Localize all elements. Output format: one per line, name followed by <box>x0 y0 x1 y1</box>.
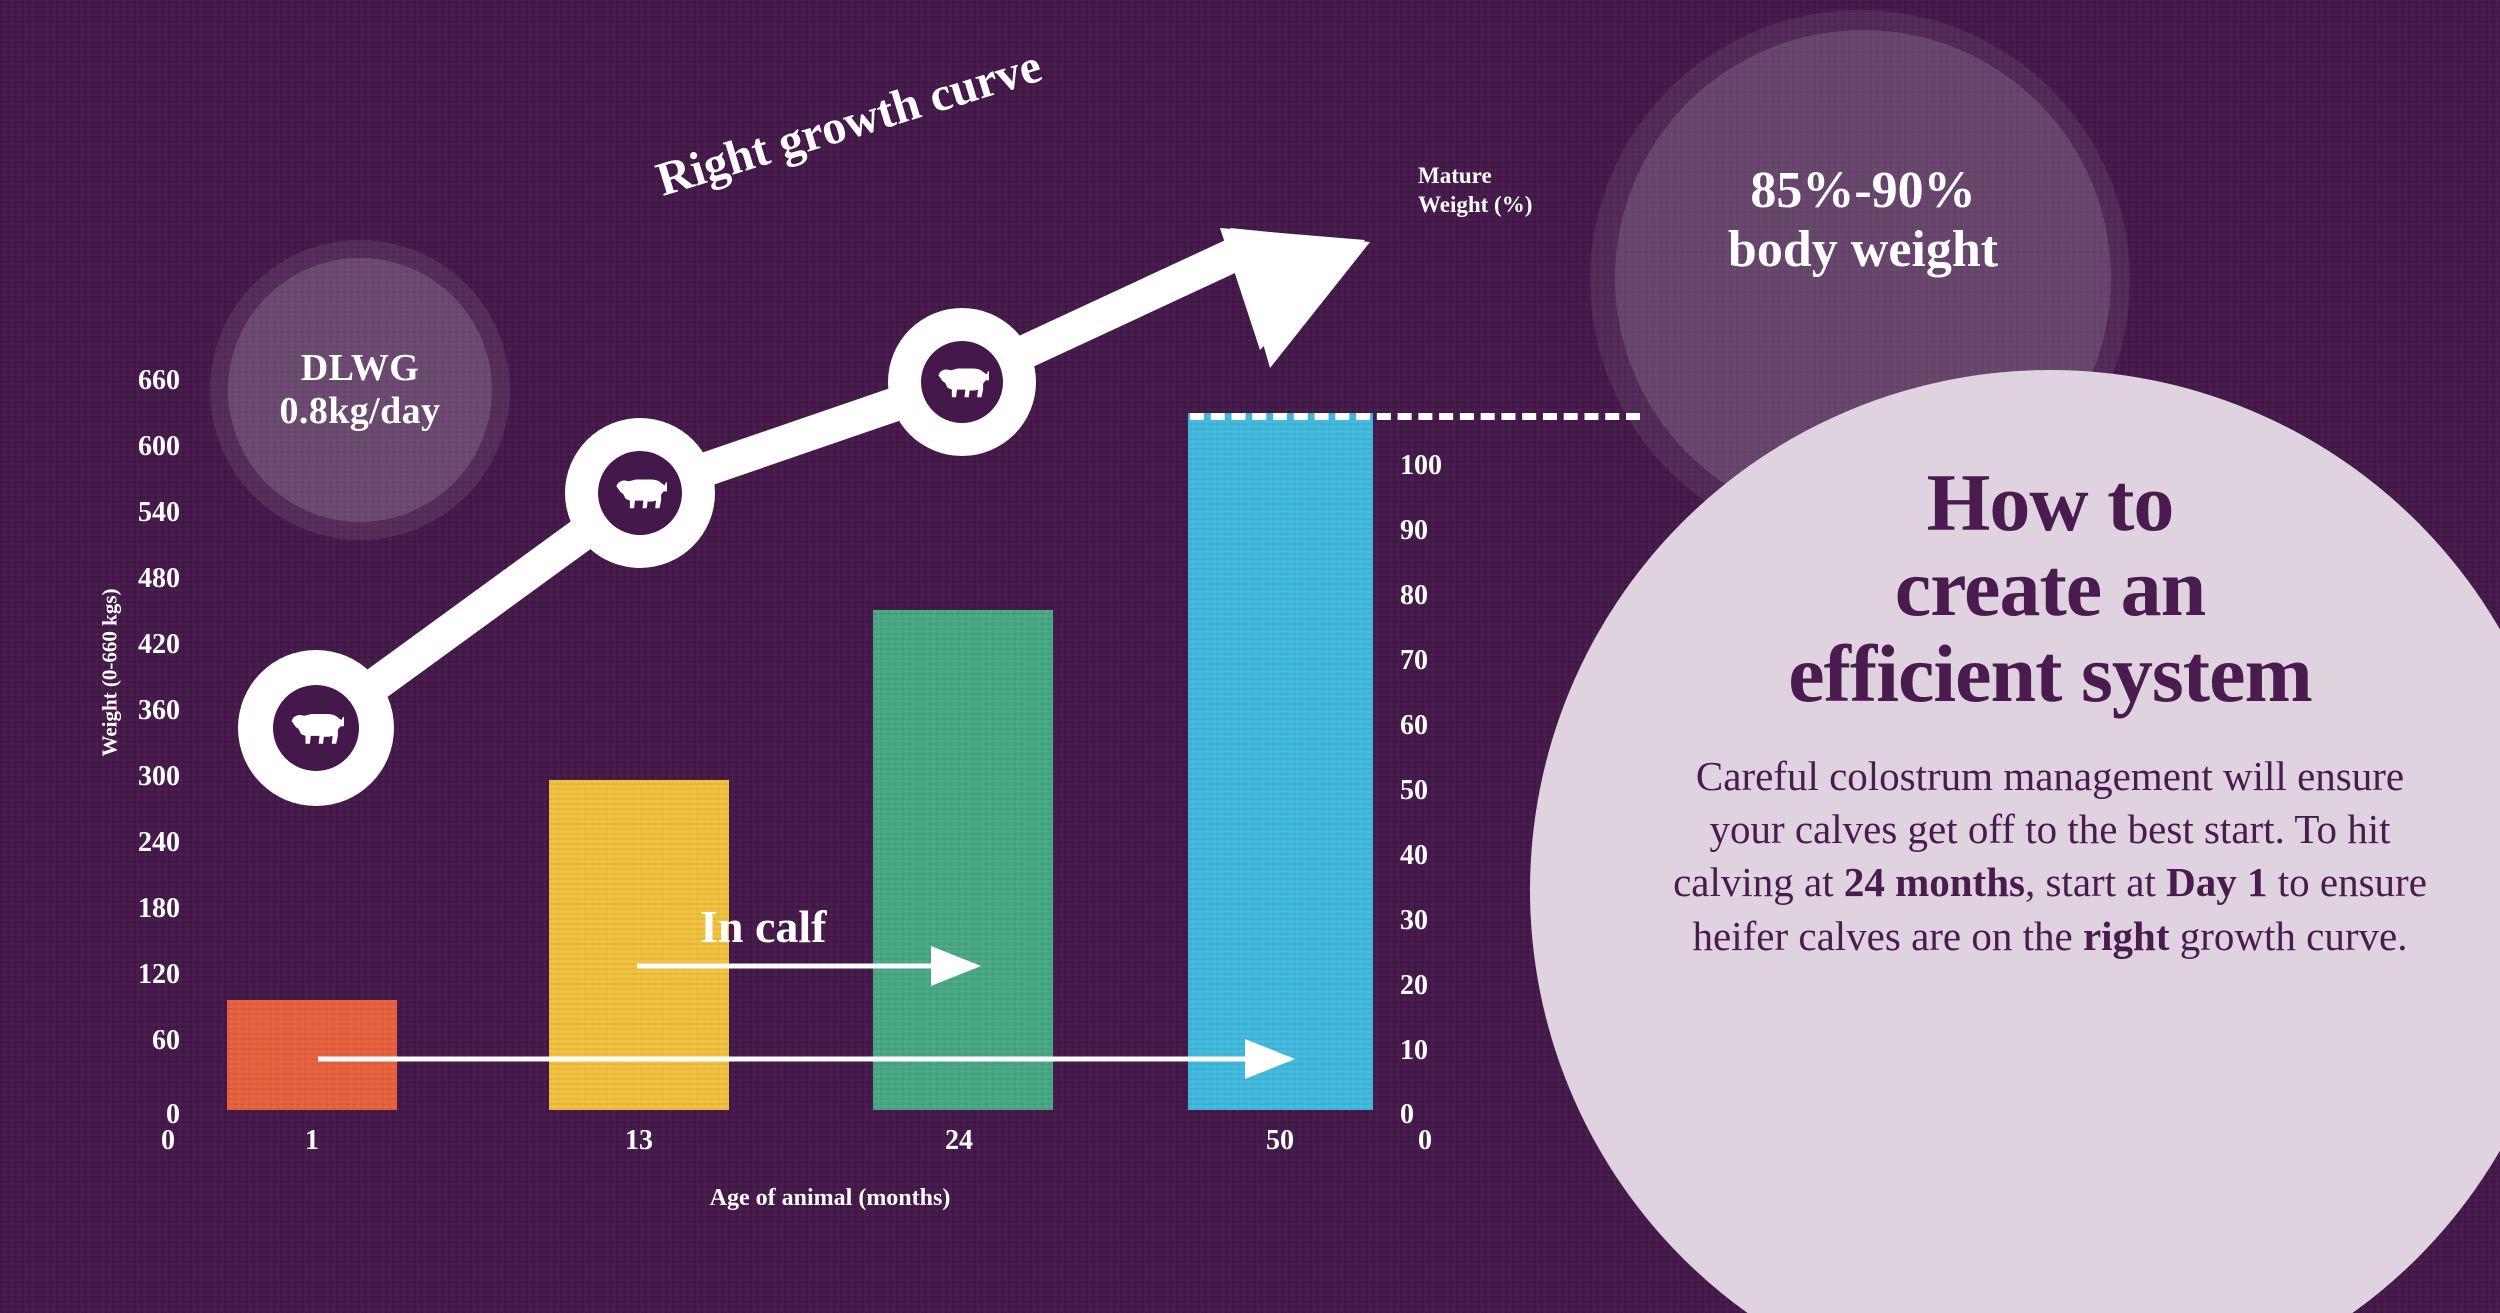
y-tick-right-10: 10 <box>1400 1035 1428 1066</box>
y-tick-left-120: 120 <box>138 959 180 990</box>
info-panel-title-line-2: create an <box>1894 542 2207 634</box>
y-tick-left-360: 360 <box>138 695 180 726</box>
reference-line-85pct <box>1190 413 1640 420</box>
bar-chart-plot-area <box>227 413 1373 1110</box>
y-tick-left-300: 300 <box>138 761 180 792</box>
info-panel: How to create an efficient system Carefu… <box>1530 370 2500 1313</box>
info-panel-title-line-3: efficient system <box>1788 627 2313 719</box>
body-text-mid-2: to ensure heifer calves are on the <box>1692 859 2427 959</box>
info-panel-title-line-1: How to <box>1926 457 2175 548</box>
x-tick-4: 50 <box>1266 1125 1294 1156</box>
body-text-pre: Careful colostrum management will ensure… <box>1673 752 2405 906</box>
dlwg-badge: DLWG 0.8kg/day <box>228 258 492 522</box>
y-tick-right-0: 0 <box>1400 1099 1414 1130</box>
bar-age-13 <box>549 780 729 1110</box>
y-tick-right-20: 20 <box>1400 970 1428 1001</box>
y-axis-left-ticks: 0 60 120 180 240 300 360 420 480 540 600 660 <box>90 0 180 1313</box>
dlwg-line-1: DLWG <box>300 347 420 390</box>
info-panel-title: How to create an efficient system <box>1640 460 2460 716</box>
cow-icon <box>291 714 344 744</box>
body-text-post: growth curve. <box>2169 912 2408 959</box>
y-tick-right-90: 90 <box>1400 515 1428 546</box>
x-tick-5: 0 <box>1418 1125 1432 1156</box>
x-tick-3: 24 <box>945 1125 973 1156</box>
y-tick-left-420: 420 <box>138 629 180 660</box>
y-tick-left-180: 180 <box>138 893 180 924</box>
x-axis-title: Age of animal (months) <box>709 1185 951 1211</box>
y-tick-right-70: 70 <box>1400 645 1428 676</box>
y-axis-right-ticks: 0 10 20 30 40 50 60 70 80 90 100 <box>1400 0 1490 1313</box>
y-axis-right-title: Mature Weight (%) <box>1418 163 1533 217</box>
cow-icon <box>616 479 667 509</box>
dlwg-line-2: 0.8kg/day <box>279 390 441 432</box>
y-tick-left-240: 240 <box>138 827 180 858</box>
y-tick-right-30: 30 <box>1400 905 1428 936</box>
curve-node-3 <box>888 308 1036 456</box>
y-tick-left-540: 540 <box>138 497 180 528</box>
curve-node-1 <box>238 650 394 806</box>
in-calf-label: In calf <box>700 901 827 952</box>
dlwg-badge-outer-ring <box>210 240 510 540</box>
body-text-bold-24-months: 24 months <box>1843 859 2025 906</box>
x-tick-2: 13 <box>625 1125 653 1156</box>
y-tick-left-600: 600 <box>138 431 180 462</box>
body-text-bold-day-1: Day 1 <box>2166 859 2268 906</box>
y-tick-right-100: 100 <box>1400 450 1442 481</box>
x-tick-1: 1 <box>305 1125 319 1156</box>
body-text-bold-right: right <box>2082 912 2170 959</box>
body-text-mid-1: , start at <box>2024 859 2167 906</box>
y-tick-right-50: 50 <box>1400 775 1428 806</box>
info-panel-body: Careful colostrum management will ensure… <box>1655 750 2445 963</box>
y-tick-right-60: 60 <box>1400 710 1428 741</box>
y-tick-left-60: 60 <box>152 1025 180 1056</box>
y-tick-right-40: 40 <box>1400 840 1428 871</box>
y-tick-left-480: 480 <box>138 563 180 594</box>
cow-icon <box>938 368 989 398</box>
body-weight-badge: 85%-90% body weight <box>1615 110 2111 330</box>
curve-node-2 <box>565 418 715 568</box>
dlwg-badge-inner-circle <box>228 258 492 522</box>
y-tick-right-80: 80 <box>1400 580 1428 611</box>
x-tick-0: 0 <box>161 1125 175 1156</box>
bar-age-1 <box>227 1000 397 1110</box>
body-weight-line-1: 85%-90% <box>1750 161 1976 219</box>
y-tick-left-0: 0 <box>166 1099 180 1130</box>
y-tick-left-660: 660 <box>138 365 180 396</box>
body-weight-line-2: body weight <box>1727 221 1999 278</box>
